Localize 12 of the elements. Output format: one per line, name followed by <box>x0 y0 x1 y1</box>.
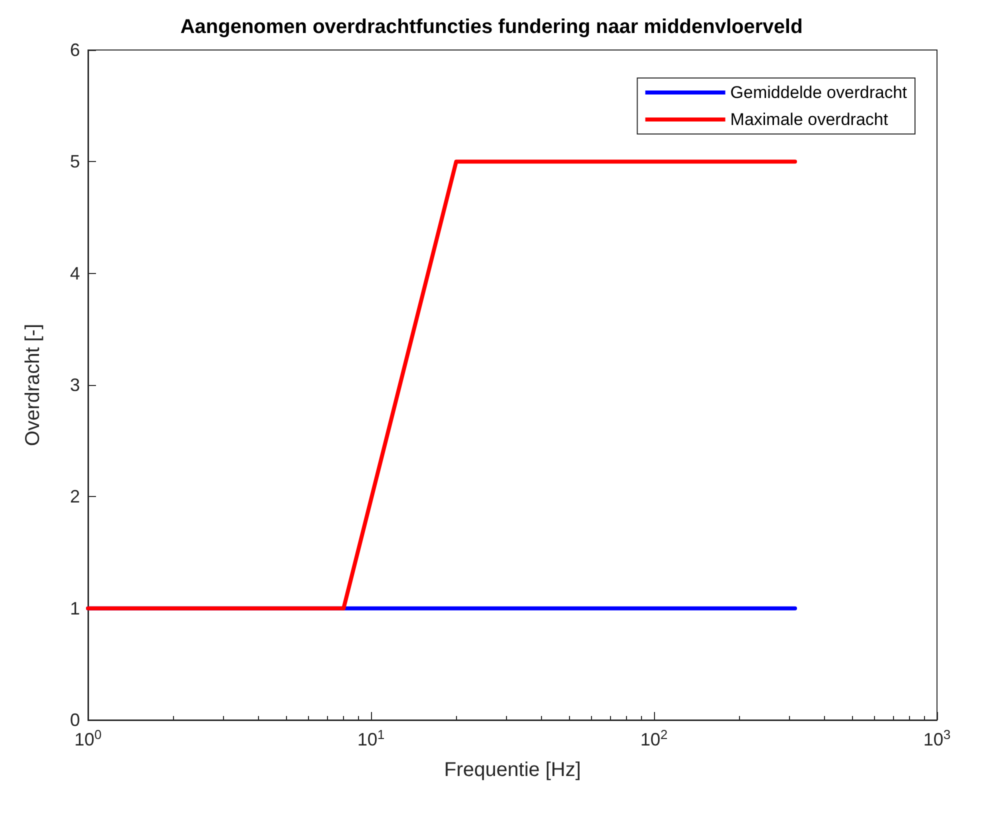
x-axis-title: Frequentie [Hz] <box>444 759 581 781</box>
y-tick-label: 6 <box>70 40 80 60</box>
y-tick-label: 3 <box>70 375 80 395</box>
y-tick-label: 1 <box>70 598 80 618</box>
y-tick-label: 2 <box>70 486 80 507</box>
y-tick-label: 0 <box>70 710 80 730</box>
y-tick-label: 4 <box>70 263 80 284</box>
y-tick-label: 5 <box>70 152 80 172</box>
legend-label: Maximale overdracht <box>730 110 888 129</box>
y-axis-title: Overdracht [-] <box>22 324 44 446</box>
legend-label: Gemiddelde overdracht <box>730 83 908 102</box>
chart-title: Aangenomen overdrachtfuncties fundering naar middenvloerveld <box>180 16 803 38</box>
